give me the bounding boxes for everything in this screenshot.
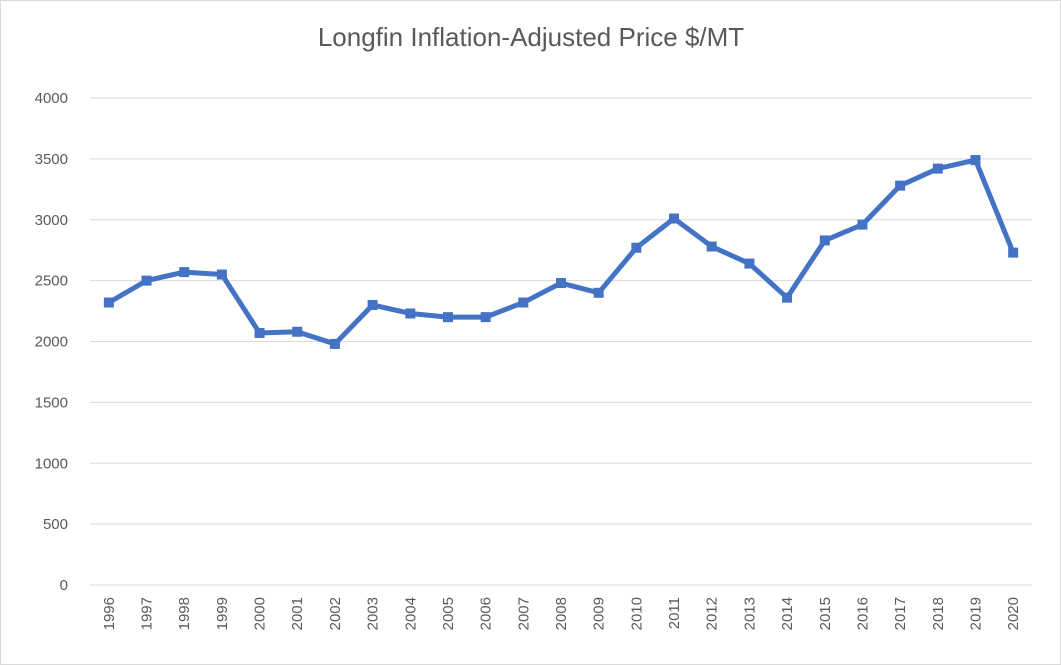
x-tick-label: 2009	[591, 597, 608, 630]
x-tick-label: 2002	[327, 597, 344, 630]
x-tick-label: 2010	[628, 597, 645, 630]
x-tick-label: 2008	[553, 597, 570, 630]
x-tick-label: 2014	[779, 597, 796, 630]
x-tick-label: 1998	[176, 597, 193, 630]
x-tick-label: 1999	[214, 597, 231, 630]
marker	[857, 219, 868, 230]
x-tick-label: 2011	[666, 597, 683, 629]
marker	[970, 155, 981, 166]
y-tick-label: 500	[43, 516, 68, 533]
y-tick-label: 4000	[35, 90, 68, 107]
marker	[442, 312, 453, 323]
marker	[329, 338, 340, 349]
marker	[932, 163, 943, 174]
marker	[518, 297, 529, 308]
x-tick-label: 1997	[139, 597, 156, 630]
marker	[480, 312, 491, 323]
x-tick-label: 1996	[101, 597, 118, 630]
marker	[292, 326, 303, 337]
x-tick-label: 2013	[741, 597, 758, 630]
x-tick-label: 2005	[440, 597, 457, 630]
x-tick-label: 2007	[515, 597, 532, 630]
marker	[405, 308, 416, 319]
x-tick-label: 2003	[365, 597, 382, 630]
x-tick-label: 2001	[289, 597, 306, 630]
y-tick-label: 3000	[35, 212, 68, 229]
x-tick-label: 2019	[967, 597, 984, 630]
y-tick-label: 2000	[35, 334, 68, 351]
x-tick-label: 2004	[402, 597, 419, 630]
marker	[782, 292, 793, 303]
marker	[706, 241, 717, 252]
x-tick-label: 2000	[252, 597, 269, 630]
y-tick-label: 1000	[35, 455, 68, 472]
x-tick-label: 2012	[704, 597, 721, 630]
chart-title: Longfin Inflation-Adjusted Price $/MT	[318, 22, 744, 52]
x-tick-label: 2017	[892, 597, 909, 630]
marker	[103, 297, 114, 308]
x-tick-label: 2006	[478, 597, 495, 630]
marker	[593, 287, 604, 298]
marker	[141, 275, 152, 286]
marker	[556, 278, 566, 289]
marker	[254, 327, 265, 338]
marker	[819, 235, 830, 246]
marker	[744, 258, 755, 269]
y-tick-label: 1500	[35, 394, 68, 411]
marker	[895, 180, 906, 191]
y-tick-label: 2500	[35, 273, 68, 290]
x-tick-label: 2015	[817, 597, 834, 630]
x-tick-label: 2016	[854, 597, 871, 630]
marker	[367, 299, 378, 310]
marker	[669, 213, 680, 224]
y-tick-label: 3500	[35, 151, 68, 168]
y-tick-label: 0	[60, 577, 68, 594]
x-tick-label: 2018	[930, 597, 947, 630]
x-tick-label: 2020	[1005, 597, 1022, 630]
marker	[1008, 247, 1019, 258]
marker	[216, 269, 227, 280]
marker	[179, 267, 190, 278]
marker	[631, 242, 642, 253]
